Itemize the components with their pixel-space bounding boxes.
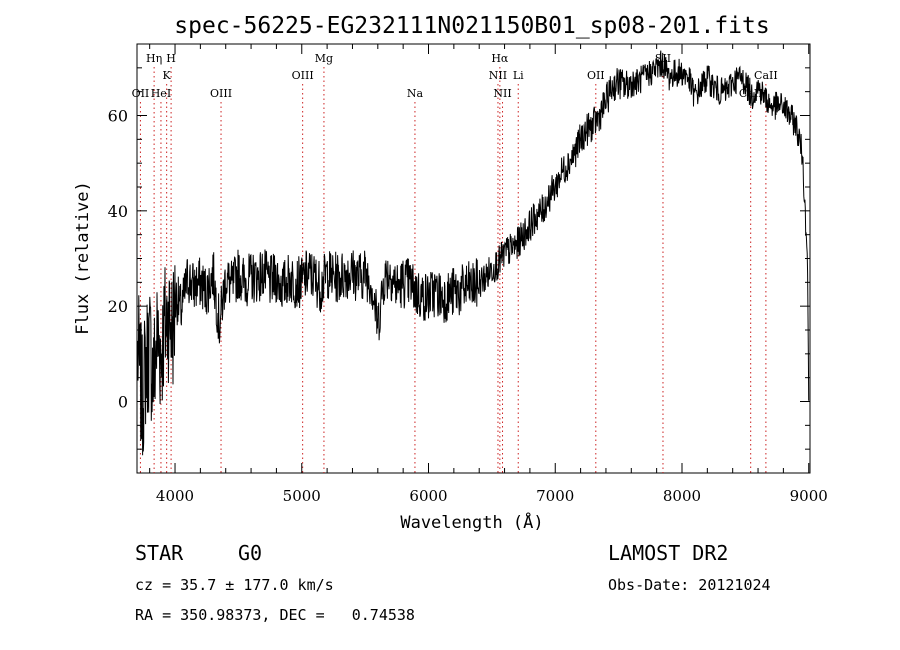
x-tick-label: 5000	[283, 487, 321, 505]
marker-label: Hα	[491, 52, 509, 65]
x-tick-label: 4000	[156, 487, 194, 505]
marker-label: HeI	[151, 87, 171, 100]
x-axis-ticks: 4000 5000 6000 7000 8000 9000	[149, 44, 828, 505]
class-label: STAR	[135, 541, 184, 565]
x-axis-label: Wavelength (Å)	[400, 511, 543, 533]
subclass-label: G0	[238, 541, 262, 565]
y-tick-label: 20	[108, 297, 128, 316]
marker-label: Na	[407, 87, 424, 100]
cz-text: cz = 35.7 ± 177.0 km/s	[135, 576, 334, 594]
marker-label: H	[166, 52, 176, 65]
marker-label: CaII	[754, 69, 778, 82]
marker-label: Hη	[146, 52, 162, 65]
marker-label: NII	[493, 87, 511, 100]
marker-label: OII	[132, 87, 150, 100]
radec-text: RA = 350.98373, DEC = 0.74538	[135, 606, 415, 624]
x-tick-label: 9000	[790, 487, 828, 505]
marker-label: OIII	[210, 87, 232, 100]
y-tick-label: 0	[118, 393, 128, 412]
x-tick-label: 7000	[536, 487, 574, 505]
marker-label: OIII	[292, 69, 314, 82]
marker-label: Li	[513, 69, 524, 82]
marker-label: K	[163, 69, 172, 82]
y-tick-label: 40	[108, 202, 128, 221]
survey-label: LAMOST DR2	[608, 541, 728, 565]
marker-label: Mg	[315, 52, 333, 65]
marker-label: NII	[489, 69, 507, 82]
obs-date-text: Obs-Date: 20121024	[608, 576, 771, 594]
y-axis-ticks: 0 20 40 60	[108, 67, 810, 450]
x-tick-label: 6000	[409, 487, 447, 505]
spectrum-line	[137, 50, 810, 456]
chart-title: spec-56225-EG232111N021150B01_sp08-201.f…	[174, 13, 769, 39]
marker-label: OII	[587, 69, 605, 82]
x-tick-label: 8000	[663, 487, 701, 505]
spectrum-series	[137, 50, 810, 456]
y-tick-label: 60	[108, 107, 128, 126]
y-axis-label: Flux (relative)	[73, 181, 93, 335]
